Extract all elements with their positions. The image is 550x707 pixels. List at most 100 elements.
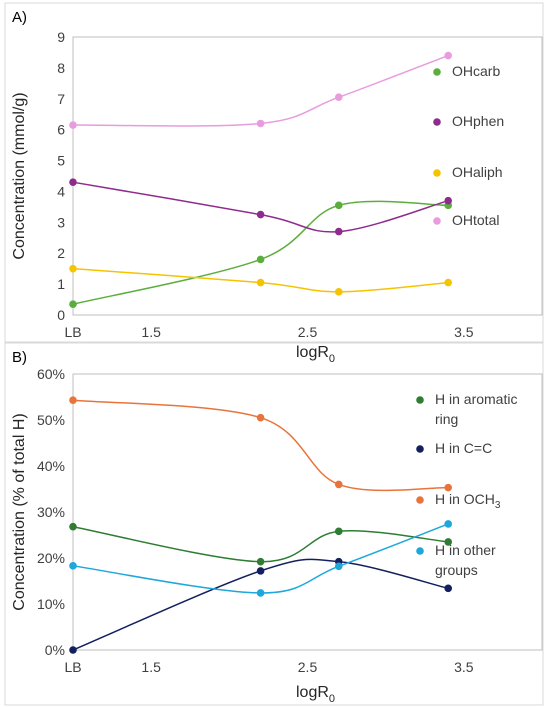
x-tick-label: 2.5 xyxy=(298,324,318,340)
plot-area xyxy=(72,36,543,316)
y-tick-label: 1 xyxy=(57,276,65,292)
data-point xyxy=(444,278,453,287)
x-tick-label: 1.5 xyxy=(141,659,161,675)
y-tick-label: 8 xyxy=(57,60,65,76)
y-tick-label: 7 xyxy=(57,91,65,107)
data-point xyxy=(334,93,343,102)
y-tick-label: 5 xyxy=(57,153,65,169)
x-tick-label: 3.5 xyxy=(454,659,474,675)
x-axis-label-subscript: 0 xyxy=(329,693,335,705)
y-axis-label: Concentration (mmol/g) xyxy=(11,92,28,259)
y-tick-label: 50% xyxy=(37,412,65,428)
y-tick-label: 2 xyxy=(57,245,65,261)
data-point xyxy=(256,210,265,219)
x-axis-label-main: logR xyxy=(296,684,329,701)
data-point xyxy=(444,196,453,205)
legend-label-text: OHcarb xyxy=(452,63,500,79)
legend-label: OHcarb xyxy=(452,63,500,79)
y-axis-label: Concentration (% of total H) xyxy=(11,413,28,610)
x-tick-label: LB xyxy=(64,659,81,675)
chart-panel-a: A) 0 1 2 3 4 5 6 7 8 9 LB 1.5 2.5 3.5 Concentration (mm… xyxy=(4,2,544,365)
x-axis-label: logR0 xyxy=(296,684,335,705)
data-point xyxy=(334,201,343,210)
legend-label-text: OHaliph xyxy=(452,164,503,180)
y-tick-label: 0 xyxy=(57,307,65,323)
legend-label-subscript: 3 xyxy=(495,500,501,511)
legend-label: H in OCH3 xyxy=(435,491,501,511)
data-point xyxy=(256,278,265,287)
data-point xyxy=(69,646,77,654)
legend-label: OHphen xyxy=(452,113,504,129)
legend-marker xyxy=(416,396,424,404)
x-axis-label: logR0 xyxy=(296,344,335,365)
legend-label: H in aromatic xyxy=(435,391,517,407)
legend-label-text: ring xyxy=(435,411,458,427)
legend-marker xyxy=(433,118,441,126)
y-tick-label: 0% xyxy=(45,642,65,658)
data-point xyxy=(69,562,77,570)
legend-label-text: OHtotal xyxy=(452,212,499,228)
legend-label: OHtotal xyxy=(452,212,499,228)
legend-label: groups xyxy=(435,562,478,578)
x-axis-label-subscript: 0 xyxy=(329,353,335,365)
legend-marker xyxy=(416,496,424,504)
legend-label-text: H in aromatic xyxy=(435,391,517,407)
legend-marker xyxy=(416,547,424,555)
x-tick-label: 1.5 xyxy=(141,324,161,340)
data-point xyxy=(444,51,453,60)
y-tick-label: 9 xyxy=(57,29,65,45)
data-point xyxy=(444,483,453,492)
data-point xyxy=(444,538,453,546)
legend-label-text: OHphen xyxy=(452,113,504,129)
y-tick-label: 10% xyxy=(37,596,65,612)
y-tick-label: 60% xyxy=(37,366,65,382)
data-point xyxy=(69,178,77,186)
legend-label: H in other xyxy=(435,542,496,558)
data-point xyxy=(69,264,77,273)
data-point xyxy=(334,562,343,571)
data-point xyxy=(444,520,453,528)
legend-marker xyxy=(433,169,441,177)
series-curve xyxy=(72,558,449,651)
panel-label: A) xyxy=(12,9,27,26)
y-tick-label: 3 xyxy=(57,214,65,230)
data-point xyxy=(444,584,453,593)
data-point xyxy=(256,119,265,128)
data-point xyxy=(256,255,265,264)
legend-label-text: H in OCH xyxy=(435,491,495,507)
x-tick-label: 3.5 xyxy=(454,324,474,340)
data-point xyxy=(256,557,265,566)
series-curve xyxy=(72,181,449,233)
panel-label: B) xyxy=(12,349,27,366)
series-curve xyxy=(72,525,449,563)
x-axis-label-main: logR xyxy=(296,344,329,361)
data-point xyxy=(69,121,77,129)
legend-label: H in C=C xyxy=(435,440,492,456)
data-point xyxy=(69,522,77,531)
data-point xyxy=(69,300,77,308)
plot-area xyxy=(72,373,543,651)
legend-label: OHaliph xyxy=(452,164,503,180)
legend-label-text: groups xyxy=(435,562,478,578)
chart-frame xyxy=(4,2,544,343)
y-tick-label: 20% xyxy=(37,550,65,566)
legend-label-text: H in other xyxy=(435,542,496,558)
legend-label-text: H in C=C xyxy=(435,440,492,456)
data-point xyxy=(69,396,77,405)
legend-marker xyxy=(433,68,441,76)
y-tick-label: 40% xyxy=(37,458,65,474)
y-tick-label: 30% xyxy=(37,504,65,520)
data-point xyxy=(256,589,265,597)
legend-marker xyxy=(416,445,424,453)
chart-panel-b: B) 0% 10% 20% 30% 40% 50% 60% LB 1.5 2.5 3.5 Concent… xyxy=(4,342,544,706)
series-curve xyxy=(72,54,449,127)
data-point xyxy=(256,413,265,422)
data-point xyxy=(334,288,343,296)
chart-frame xyxy=(4,342,544,706)
data-point xyxy=(334,480,343,489)
x-tick-label: 2.5 xyxy=(298,659,318,675)
y-tick-label: 6 xyxy=(57,122,65,138)
data-point xyxy=(256,567,265,575)
series-curve xyxy=(72,523,449,594)
